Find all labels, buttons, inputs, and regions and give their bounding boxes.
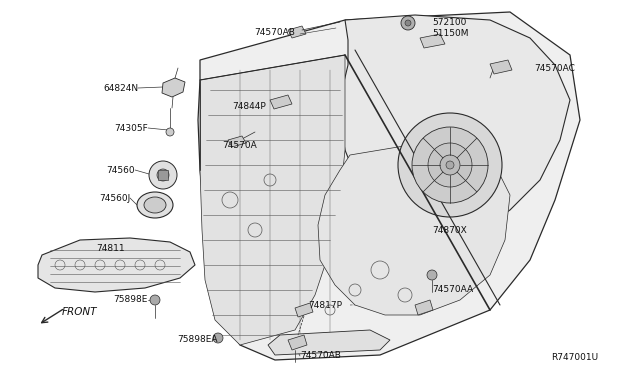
- Circle shape: [213, 333, 223, 343]
- Circle shape: [427, 270, 437, 280]
- Text: 74560J: 74560J: [99, 193, 130, 202]
- Text: 74570A: 74570A: [222, 141, 257, 150]
- Text: 51150M: 51150M: [432, 29, 468, 38]
- Polygon shape: [420, 34, 445, 48]
- Text: 74570AC: 74570AC: [534, 64, 575, 73]
- Text: FRONT: FRONT: [62, 307, 97, 317]
- Circle shape: [428, 143, 472, 187]
- Circle shape: [157, 169, 169, 181]
- Polygon shape: [288, 335, 307, 350]
- Polygon shape: [200, 55, 345, 345]
- Text: 572100: 572100: [432, 17, 467, 26]
- Text: 74570AB: 74570AB: [300, 352, 341, 360]
- Polygon shape: [490, 60, 512, 74]
- Circle shape: [440, 155, 460, 175]
- Ellipse shape: [137, 192, 173, 218]
- Text: 64824N: 64824N: [103, 83, 138, 93]
- Circle shape: [398, 113, 502, 217]
- Circle shape: [405, 20, 411, 26]
- Polygon shape: [288, 26, 306, 38]
- Circle shape: [412, 127, 488, 203]
- Polygon shape: [198, 12, 580, 360]
- Circle shape: [149, 161, 177, 189]
- Text: 74870X: 74870X: [432, 225, 467, 234]
- Text: 74844P: 74844P: [232, 102, 266, 110]
- Polygon shape: [38, 238, 195, 292]
- Polygon shape: [340, 15, 570, 240]
- Text: 75898E: 75898E: [114, 295, 148, 305]
- Text: 74570AB: 74570AB: [254, 28, 295, 36]
- Circle shape: [446, 161, 454, 169]
- Circle shape: [166, 128, 174, 136]
- Polygon shape: [162, 78, 185, 97]
- Polygon shape: [268, 330, 390, 355]
- Text: 74817P: 74817P: [308, 301, 342, 310]
- Text: 75898EA: 75898EA: [177, 336, 218, 344]
- Bar: [158, 170, 168, 180]
- Polygon shape: [318, 140, 510, 315]
- Polygon shape: [415, 300, 433, 315]
- Ellipse shape: [144, 197, 166, 213]
- Text: 74560: 74560: [106, 166, 135, 174]
- Text: R747001U: R747001U: [551, 353, 598, 362]
- Polygon shape: [270, 95, 292, 109]
- Text: 74305F: 74305F: [115, 124, 148, 132]
- Circle shape: [150, 295, 160, 305]
- Polygon shape: [295, 303, 313, 317]
- Circle shape: [401, 16, 415, 30]
- Text: 74570AA: 74570AA: [432, 285, 473, 295]
- Text: 74811: 74811: [97, 244, 125, 253]
- Polygon shape: [228, 136, 246, 147]
